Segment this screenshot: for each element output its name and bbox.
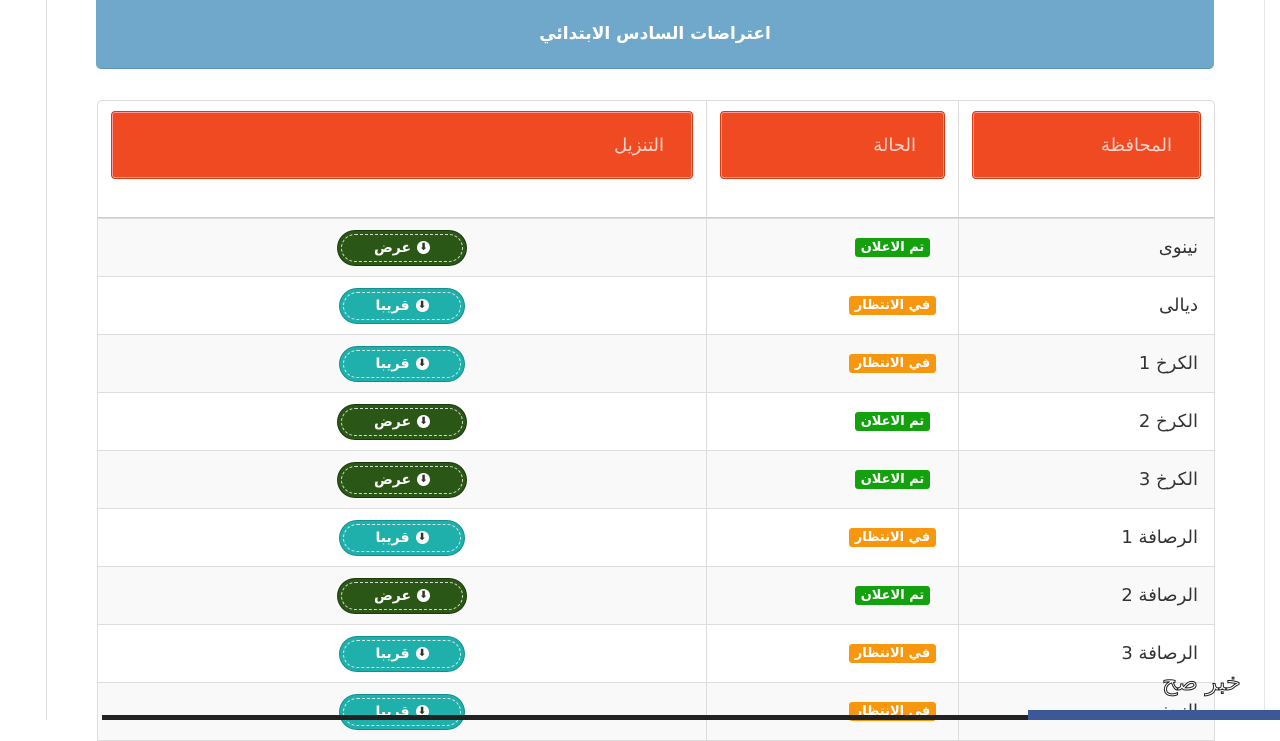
download-circle-icon: ⬇ <box>417 415 431 428</box>
button-label: قريبا <box>375 355 410 372</box>
soon-button[interactable]: ⬇ قريبا <box>340 636 464 671</box>
download-cell: ⬇ قريبا <box>98 509 706 566</box>
button-label: قريبا <box>375 645 410 662</box>
status-cell: تم الاعلان <box>706 219 958 276</box>
download-circle-icon: ⬇ <box>417 589 431 602</box>
view-button[interactable]: ⬇ عرض <box>338 404 466 439</box>
button-label: عرض <box>373 413 412 430</box>
province-cell: الكرخ 3 <box>958 451 1214 508</box>
header-province: المحافظة <box>972 111 1201 179</box>
status-cell: تم الاعلان <box>706 567 958 624</box>
province-cell: الرصافة 1 <box>958 509 1214 566</box>
status-badge: في الانتظار <box>848 528 937 547</box>
button-label: عرض <box>373 471 412 488</box>
status-badge: تم الاعلان <box>854 586 931 605</box>
view-button[interactable]: ⬇ عرض <box>338 462 466 497</box>
button-label: قريبا <box>375 297 410 314</box>
download-cell: ⬇ قريبا <box>98 277 706 334</box>
table-row: نينوى تم الاعلان ⬇ عرض <box>98 218 1214 276</box>
province-cell: الرصافة 2 <box>958 567 1214 624</box>
status-badge: تم الاعلان <box>854 412 931 431</box>
button-label: عرض <box>373 587 412 604</box>
bottom-bar <box>102 715 1280 720</box>
header-download: التنزيل <box>111 111 693 179</box>
watermark-logo: خبر صح <box>1162 668 1242 697</box>
table-row: الكرخ 1 في الانتظار ⬇ قريبا <box>98 334 1214 392</box>
download-circle-icon: ⬇ <box>417 241 431 254</box>
page-title: اعتراضات السادس الابتدائي <box>539 24 771 44</box>
download-cell: ⬇ عرض <box>98 567 706 624</box>
province-cell: ديالى <box>958 277 1214 334</box>
download-circle-icon: ⬇ <box>415 647 429 660</box>
download-cell: ⬇ قريبا <box>98 625 706 682</box>
table-header-row: المحافظة الحالة التنزيل <box>98 101 1214 218</box>
status-badge: في الانتظار <box>848 354 937 373</box>
button-label: قريبا <box>375 529 410 546</box>
soon-button[interactable]: ⬇ قريبا <box>340 520 464 555</box>
table-row: الرصافة 1 في الانتظار ⬇ قريبا <box>98 508 1214 566</box>
soon-button[interactable]: ⬇ قريبا <box>340 346 464 381</box>
view-button[interactable]: ⬇ عرض <box>338 578 466 613</box>
status-cell: تم الاعلان <box>706 393 958 450</box>
download-cell: ⬇ عرض <box>98 393 706 450</box>
table-row: الكرخ 2 تم الاعلان ⬇ عرض <box>98 392 1214 450</box>
download-cell: ⬇ قريبا <box>98 683 706 740</box>
download-cell: ⬇ قريبا <box>98 335 706 392</box>
status-cell: في الانتظار <box>706 335 958 392</box>
download-cell: ⬇ عرض <box>98 451 706 508</box>
download-circle-icon: ⬇ <box>415 357 429 370</box>
table-row: الرصافة 2 تم الاعلان ⬇ عرض <box>98 566 1214 624</box>
status-badge: تم الاعلان <box>854 470 931 489</box>
province-cell: نينوى <box>958 219 1214 276</box>
soon-button[interactable]: ⬇ قريبا <box>340 694 464 729</box>
status-badge: في الانتظار <box>848 296 937 315</box>
download-circle-icon: ⬇ <box>415 531 429 544</box>
button-label: عرض <box>373 239 412 256</box>
table-row: ديالى في الانتظار ⬇ قريبا <box>98 276 1214 334</box>
bottom-blue-bar <box>1028 710 1280 720</box>
status-badge: تم الاعلان <box>854 238 931 257</box>
results-table: المحافظة الحالة التنزيل نينوى تم الاعلان… <box>97 100 1215 741</box>
view-button[interactable]: ⬇ عرض <box>338 230 466 265</box>
download-cell: ⬇ عرض <box>98 219 706 276</box>
status-cell: في الانتظار <box>706 277 958 334</box>
status-cell: في الانتظار <box>706 625 958 682</box>
status-badge: في الانتظار <box>848 644 937 663</box>
province-cell: الرصافة 3 <box>958 625 1214 682</box>
soon-button[interactable]: ⬇ قريبا <box>340 288 464 323</box>
download-circle-icon: ⬇ <box>415 299 429 312</box>
status-cell: تم الاعلان <box>706 451 958 508</box>
table-row: الكرخ 3 تم الاعلان ⬇ عرض <box>98 450 1214 508</box>
province-cell: الكرخ 1 <box>958 335 1214 392</box>
header-status: الحالة <box>720 111 945 179</box>
download-circle-icon: ⬇ <box>417 473 431 486</box>
province-cell: الكرخ 2 <box>958 393 1214 450</box>
page-border-right <box>1264 0 1265 720</box>
page-title-panel: اعتراضات السادس الابتدائي <box>96 0 1214 69</box>
page-border-left <box>46 0 47 720</box>
status-cell: في الانتظار <box>706 509 958 566</box>
status-cell: في الانتظار <box>706 683 958 740</box>
table-row: الرصافة 3 في الانتظار ⬇ قريبا <box>98 624 1214 682</box>
